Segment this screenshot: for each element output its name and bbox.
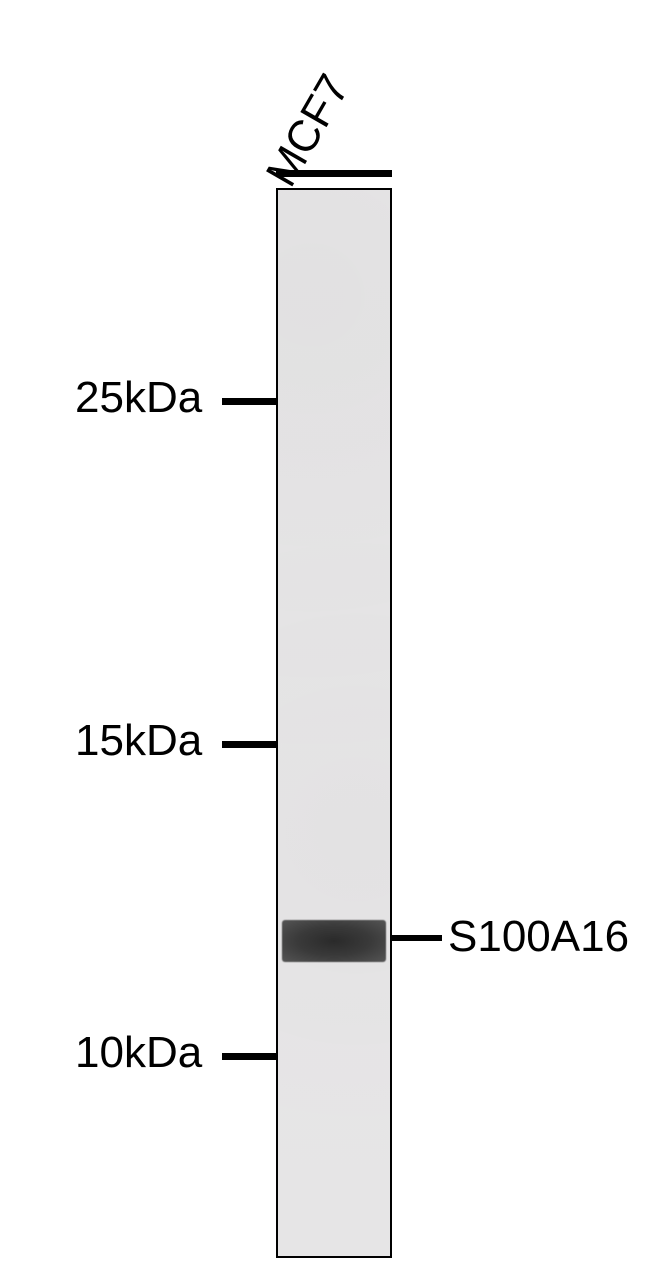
lane-underline [276,170,392,177]
mw-marker-tick [222,741,276,748]
mw-marker-tick [222,1053,276,1060]
band-annotation-tick [392,935,442,941]
mw-marker-label: 10kDa [75,1028,202,1078]
western-blot-figure: MCF7 S100A16 25kDa15kDa10kDa [0,0,647,1280]
blot-lane [276,188,392,1258]
lane-background [278,190,390,1256]
protein-band [282,920,386,962]
band-annotation-label: S100A16 [448,912,629,962]
mw-marker-label: 25kDa [75,373,202,423]
mw-marker-label: 15kDa [75,716,202,766]
mw-marker-tick [222,398,276,405]
